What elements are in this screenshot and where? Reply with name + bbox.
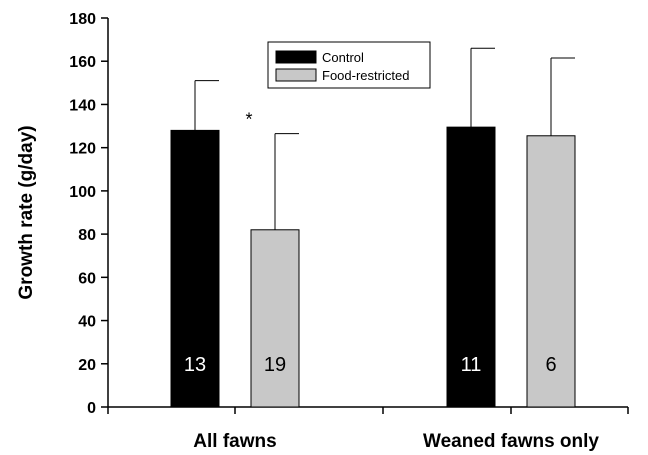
y-tick-label: 40 <box>78 314 96 331</box>
significance-annotation: * <box>245 110 252 130</box>
y-tick-label: 120 <box>69 141 96 158</box>
legend-label: Food-restricted <box>322 68 409 83</box>
y-tick-label: 60 <box>78 270 96 287</box>
legend: Control Food-restricted <box>267 41 431 89</box>
bar-labels: 13 11 19 6 * <box>184 110 557 376</box>
x-axis: All fawns Weaned fawns only <box>107 406 629 452</box>
legend-swatch <box>275 68 317 82</box>
bar-control <box>170 129 220 408</box>
y-tick-label: 140 <box>69 97 96 114</box>
sample-size-label: 13 <box>184 354 206 376</box>
bars <box>170 47 576 408</box>
sample-size-label: 11 <box>461 354 482 376</box>
y-tick-label: 180 <box>69 11 96 28</box>
y-tick-label: 80 <box>78 227 96 244</box>
y-tick-label: 0 <box>87 400 96 417</box>
y-tick-label: 20 <box>78 357 96 374</box>
y-axis: 0 20 40 60 80 100 120 140 160 180 Growth rate (g/d… <box>16 11 109 417</box>
bar-control <box>446 126 496 408</box>
legend-swatch <box>275 50 317 64</box>
bar-food-restricted <box>250 229 300 408</box>
sample-size-label: 6 <box>545 354 556 376</box>
y-axis-title: Growth rate (g/day) <box>16 125 37 299</box>
y-tick-label: 100 <box>69 184 96 201</box>
y-tick-label: 160 <box>69 54 96 71</box>
sample-size-label: 19 <box>264 354 286 376</box>
x-category-label: All fawns <box>193 431 276 452</box>
bar-food-restricted <box>526 135 576 408</box>
x-category-label: Weaned fawns only <box>423 431 599 452</box>
legend-label: Control <box>322 50 364 65</box>
